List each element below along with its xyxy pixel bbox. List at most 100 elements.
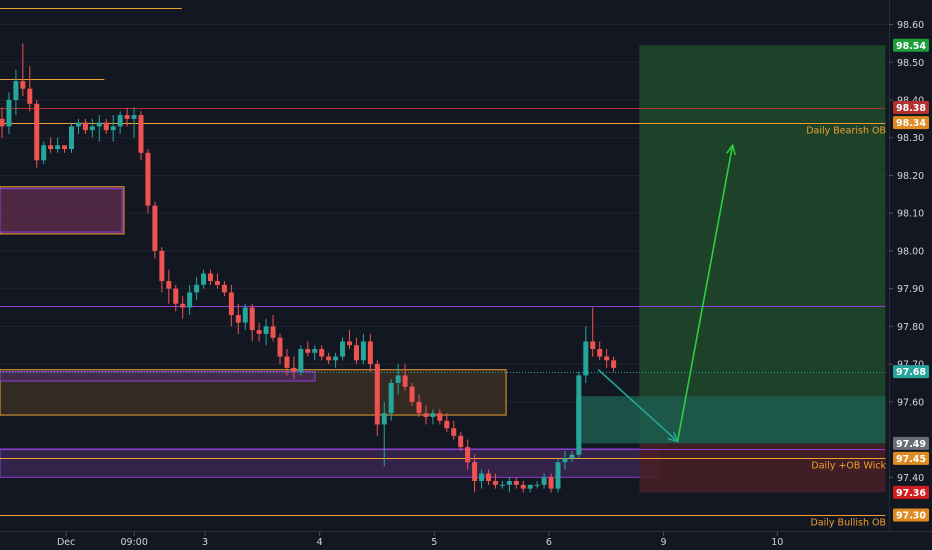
candle-body[interactable] <box>214 281 220 285</box>
candle-body[interactable] <box>534 484 540 486</box>
candle-body[interactable] <box>583 341 589 376</box>
candle-body[interactable] <box>367 341 373 365</box>
price-tag-label: 97.49 <box>896 439 926 450</box>
candle-body[interactable] <box>117 115 123 127</box>
candle-body[interactable] <box>89 126 95 131</box>
candle-body[interactable] <box>48 145 54 150</box>
candle-body[interactable] <box>103 122 109 131</box>
candle-body[interactable] <box>520 484 526 489</box>
candle-body[interactable] <box>340 341 346 357</box>
candle-body[interactable] <box>541 477 547 485</box>
candle-body[interactable] <box>576 375 582 455</box>
candle-body[interactable] <box>555 462 561 489</box>
candle-body[interactable] <box>41 145 47 161</box>
candle-body[interactable] <box>499 484 505 486</box>
candle-body[interactable] <box>152 205 158 251</box>
candle-body[interactable] <box>34 103 40 161</box>
candle-body[interactable] <box>298 349 304 372</box>
price-tag <box>893 116 929 130</box>
candle-body[interactable] <box>201 273 207 285</box>
candle-body[interactable] <box>590 341 596 350</box>
candles[interactable] <box>0 43 617 493</box>
candle-body[interactable] <box>604 356 610 361</box>
candle-body[interactable] <box>27 88 33 104</box>
candle-body[interactable] <box>402 375 408 387</box>
candle-body[interactable] <box>353 345 359 361</box>
candle-body[interactable] <box>277 337 283 357</box>
candle-body[interactable] <box>479 473 485 482</box>
candle-body[interactable] <box>263 326 269 334</box>
candle-body[interactable] <box>145 152 151 206</box>
time-tick-label: 4 <box>317 537 323 548</box>
candle-body[interactable] <box>444 420 450 429</box>
candle-body[interactable] <box>374 364 380 425</box>
candle-body[interactable] <box>458 435 464 448</box>
candle-body[interactable] <box>611 360 617 368</box>
candle-body[interactable] <box>110 126 116 131</box>
candle-body[interactable] <box>527 484 533 489</box>
candle-body[interactable] <box>194 284 200 293</box>
candle-body[interactable] <box>180 303 186 308</box>
candle-body[interactable] <box>319 349 325 357</box>
candle-body[interactable] <box>451 428 457 436</box>
candle-body[interactable] <box>347 341 352 346</box>
price-tag <box>893 101 929 115</box>
candle-body[interactable] <box>333 356 339 361</box>
candle-body[interactable] <box>423 413 429 417</box>
candle-body[interactable] <box>569 454 575 459</box>
candle-body[interactable] <box>416 401 422 414</box>
candle-body[interactable] <box>173 288 179 304</box>
candle-body[interactable] <box>69 126 74 150</box>
candle-body[interactable] <box>75 122 81 127</box>
candle-body[interactable] <box>486 473 491 482</box>
candle-body[interactable] <box>13 81 19 100</box>
candle-body[interactable] <box>62 145 68 150</box>
candle-body[interactable] <box>82 122 88 131</box>
candle-body[interactable] <box>548 477 554 489</box>
candle-body[interactable] <box>430 413 436 417</box>
candle-body[interactable] <box>472 462 478 482</box>
candle-body[interactable] <box>513 481 519 485</box>
candle-body[interactable] <box>221 284 227 293</box>
candle-body[interactable] <box>124 115 130 119</box>
candle-body[interactable] <box>235 315 241 323</box>
candle-body[interactable] <box>138 115 144 153</box>
candle-body[interactable] <box>256 330 262 334</box>
candle-body[interactable] <box>291 367 297 372</box>
candle-body[interactable] <box>208 273 213 282</box>
candle-body[interactable] <box>312 349 318 353</box>
candle-body[interactable] <box>562 458 568 463</box>
candle-body[interactable] <box>55 145 61 150</box>
price-tag-label: 98.38 <box>896 103 926 114</box>
candle-body[interactable] <box>187 292 193 308</box>
candle-body[interactable] <box>409 386 415 402</box>
candle-body[interactable] <box>166 281 172 289</box>
candle-body[interactable] <box>465 447 471 463</box>
time-axis[interactable]: Dec 09:00 3 4 5 6 9 10 <box>57 532 783 548</box>
candle-body[interactable] <box>6 99 12 127</box>
candle-body[interactable] <box>506 481 512 485</box>
candle-body[interactable] <box>0 118 5 127</box>
candle-body[interactable] <box>228 292 234 316</box>
candle-body[interactable] <box>395 375 401 383</box>
candle-body[interactable] <box>270 326 276 338</box>
candle-body[interactable] <box>20 81 26 89</box>
price-tag <box>893 508 929 522</box>
candle-body[interactable] <box>360 341 366 361</box>
candle-body[interactable] <box>305 349 311 353</box>
candle-body[interactable] <box>597 349 603 357</box>
candle-body[interactable] <box>242 307 248 323</box>
candle-body[interactable] <box>388 382 394 414</box>
candle-body[interactable] <box>326 356 332 361</box>
candle-body[interactable] <box>249 307 255 331</box>
price-tag <box>893 365 929 379</box>
candle-body[interactable] <box>492 481 498 485</box>
price-axis[interactable]: 98.60 98.50 98.40 98.30 98.20 98.10 98.00 97.90… <box>889 20 924 484</box>
candle-body[interactable] <box>159 250 165 282</box>
candle-body[interactable] <box>381 413 387 425</box>
candle-body[interactable] <box>131 115 137 119</box>
candle-body[interactable] <box>437 413 443 421</box>
candle-body[interactable] <box>284 356 290 368</box>
candle-body[interactable] <box>96 122 102 127</box>
